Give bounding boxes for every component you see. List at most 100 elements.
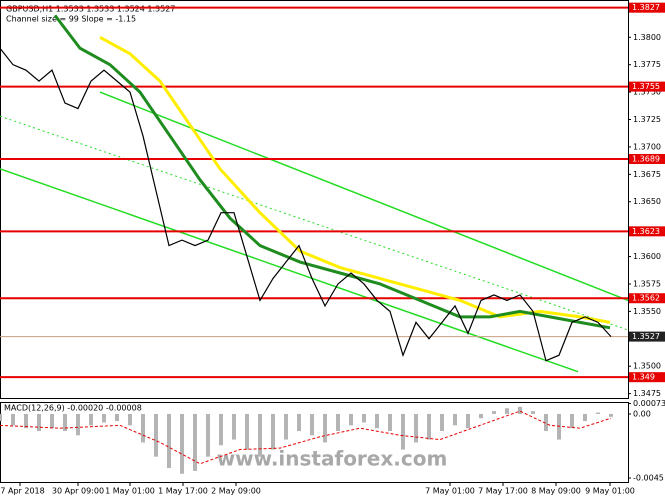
x-tick-label: 1 May 17:00 [158, 487, 208, 496]
level-label: 1.3827 [632, 3, 660, 12]
macd-bar [557, 413, 561, 440]
y-tick-label: 1.3800 [633, 33, 661, 42]
macd-bar [440, 413, 444, 432]
y-tick-label: 1.3725 [633, 115, 661, 124]
y-tick-label: 0.00 [633, 409, 651, 418]
level-label: 1.3562 [632, 294, 660, 303]
y-tick-label: 1.3650 [633, 197, 661, 206]
macd-bar [414, 413, 418, 443]
macd-bar [544, 413, 548, 432]
macd-bar [375, 413, 379, 429]
level-label-box [629, 2, 665, 13]
y-tick-label: 1.3775 [633, 60, 661, 69]
macd-bar [570, 413, 574, 429]
macd-bar [362, 413, 366, 423]
macd-bar [76, 413, 80, 436]
macd-bar [401, 413, 405, 450]
level-label-box [629, 293, 665, 304]
macd-bar [609, 413, 613, 417]
y-tick-label: 1.3675 [633, 170, 661, 179]
macd-bar [453, 413, 457, 426]
x-tick-label: 1 May 01:00 [105, 487, 155, 496]
channel-upper [99, 91, 629, 302]
last-price-label: 1.3527 [632, 332, 660, 341]
y-tick-label: 1.3600 [633, 252, 661, 261]
macd-bar [596, 412, 600, 414]
macd-bar [206, 413, 210, 457]
level-label-box [629, 372, 665, 383]
level-label: 1.3755 [632, 82, 660, 91]
y-tick-label: 1.3475 [633, 389, 661, 398]
level-label: 1.349 [632, 373, 655, 382]
x-tick-label: 7 May 01:00 [425, 487, 475, 496]
x-tick-label: 27 Apr 2018 [0, 487, 45, 496]
macd-bar [479, 413, 483, 419]
channel-middle [0, 115, 629, 331]
macd-bar [427, 413, 431, 440]
y-tick-label: 1.3500 [633, 362, 661, 371]
macd-signal [0, 410, 612, 465]
macd-bar [245, 413, 249, 450]
level-label-box [629, 153, 665, 164]
ma-slow [53, 14, 611, 330]
macd-bar [297, 413, 301, 432]
macd-bar [323, 413, 327, 443]
macd-bar [232, 413, 236, 440]
macd-bar [349, 413, 353, 426]
y-tick-label: 1.3550 [633, 307, 661, 316]
macd-bar [505, 408, 509, 414]
macd-bar [102, 413, 106, 423]
macd-bar [24, 413, 28, 429]
macd-bar [128, 413, 132, 426]
macd-bar [63, 413, 67, 432]
macd-bar [180, 413, 184, 474]
macd-bar [388, 413, 392, 432]
macd-bar [336, 413, 340, 432]
macd-bar [167, 413, 171, 469]
macd-title: MACD(12,26,9) -0.00020 -0.00008 [4, 404, 142, 413]
macd-bar [583, 413, 587, 422]
macd-bar [258, 413, 262, 457]
y-tick-label: -0.0045 [633, 474, 664, 483]
macd-bar [466, 413, 470, 429]
macd-bar [89, 413, 93, 426]
macd-bar [50, 413, 54, 429]
x-tick-label: 9 May 01:00 [585, 487, 635, 496]
macd-bar [284, 413, 288, 440]
macd-bar [11, 413, 15, 426]
macd-bar [219, 413, 223, 446]
x-tick-label: 8 May 09:00 [531, 487, 581, 496]
y-tick-label: 0.00073 [633, 399, 665, 408]
macd-bar [492, 411, 496, 414]
macd-bar [193, 413, 197, 471]
macd-bar [0, 413, 2, 422]
y-tick-label: 1.3700 [633, 142, 661, 151]
chart-subtitle: Channel size = 99 Slope = -1.15 [6, 15, 136, 24]
macd-bar [37, 413, 41, 432]
channel-lower [0, 168, 579, 373]
level-label-box [629, 81, 665, 92]
main-panel-frame [0, 0, 629, 399]
macd-bar [518, 406, 522, 414]
y-tick-label: 1.3575 [633, 279, 661, 288]
x-tick-label: 30 Apr 09:00 [52, 487, 104, 496]
x-tick-label: 2 May 09:00 [211, 487, 261, 496]
price-line [0, 47, 612, 362]
macd-panel-frame [0, 402, 629, 483]
x-tick-label: 7 May 17:00 [478, 487, 528, 496]
macd-bar [531, 411, 535, 414]
level-label: 1.3623 [632, 227, 660, 236]
macd-bar [115, 413, 119, 422]
level-label-box [629, 226, 665, 237]
watermark: www.instaforex.com [217, 447, 448, 471]
y-tick-label: 1.3750 [633, 88, 661, 97]
macd-bar [154, 413, 158, 457]
chart-title: GBPUSD,H1 1.3533 1.3533 1.3524 1.3527 [6, 5, 175, 14]
macd-bar [141, 413, 145, 443]
last-price-box [629, 331, 665, 342]
macd-bar [271, 413, 275, 450]
macd-bar [310, 413, 314, 436]
level-label: 1.3689 [632, 154, 660, 163]
